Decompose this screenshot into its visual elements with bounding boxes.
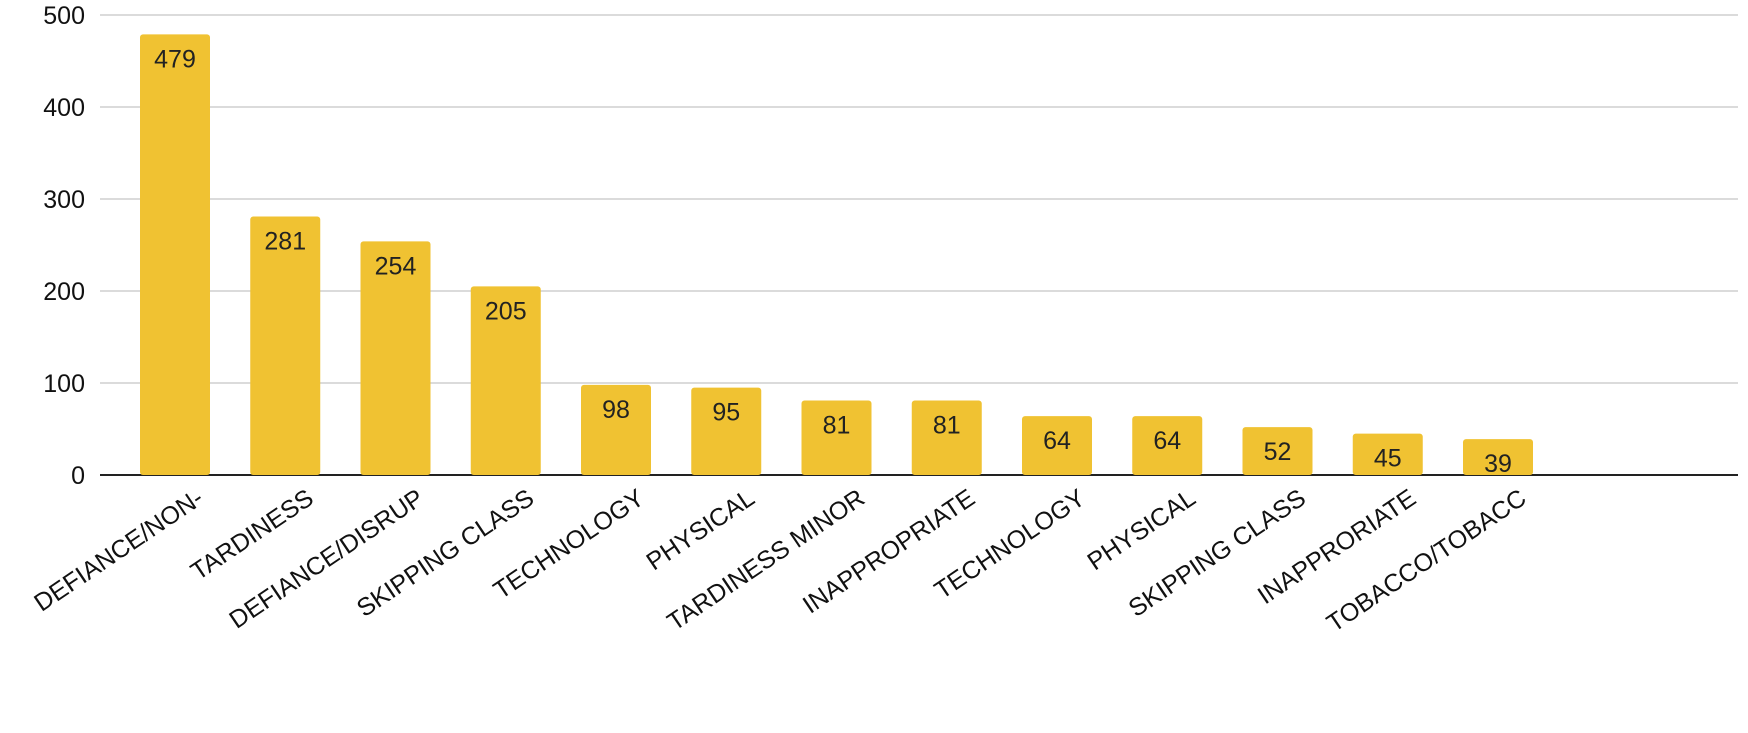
data-label: 64 xyxy=(1153,427,1181,455)
bar xyxy=(360,241,431,475)
x-tick-label: DEFIANCE/DISRUP xyxy=(224,484,429,635)
data-label: 281 xyxy=(264,227,306,255)
x-tick-label: SKIPPING CLASS xyxy=(352,484,539,623)
y-tick-label: 300 xyxy=(43,186,85,214)
y-tick-label: 500 xyxy=(43,2,85,30)
bar xyxy=(691,387,762,475)
data-label: 254 xyxy=(375,252,417,280)
bar xyxy=(911,400,982,475)
x-tick-label: SKIPPING CLASS xyxy=(1124,484,1311,623)
y-axis-ticks: 0 100 200 300 400 500 xyxy=(43,2,85,490)
bar xyxy=(1242,427,1313,475)
y-tick-label: 100 xyxy=(43,370,85,398)
x-axis-ticks: DEFIANCE/NON-TARDINESSDEFIANCE/DISRUPSKI… xyxy=(29,484,1531,638)
x-tick-label: TOBACCO/TOBACC xyxy=(1322,484,1532,638)
bar xyxy=(581,384,651,475)
x-tick-label: TARDINESS MINOR xyxy=(662,484,870,637)
data-label: 479 xyxy=(154,45,196,73)
bars xyxy=(140,34,1533,476)
data-label: 39 xyxy=(1484,450,1512,478)
bar xyxy=(140,34,210,475)
bar xyxy=(1132,416,1203,475)
y-tick-label: 400 xyxy=(43,94,85,122)
data-label: 98 xyxy=(602,396,630,424)
data-label: 81 xyxy=(823,411,851,439)
bar xyxy=(801,400,872,475)
data-label: 95 xyxy=(712,399,740,427)
x-tick-label: DEFIANCE/NON- xyxy=(29,484,208,618)
data-label: 45 xyxy=(1374,445,1402,473)
bar xyxy=(250,216,321,476)
data-label: 205 xyxy=(485,297,527,325)
bar xyxy=(470,286,541,475)
bar xyxy=(1022,416,1092,475)
bar xyxy=(1352,433,1423,475)
y-tick-label: 200 xyxy=(43,278,85,306)
y-tick-label: 0 xyxy=(71,462,85,490)
bar xyxy=(1463,439,1533,475)
data-labels: 479 281 254 205 98 95 81 81 64 64 52 45 39 xyxy=(154,45,1512,478)
data-label: 52 xyxy=(1264,438,1292,466)
data-label: 64 xyxy=(1043,427,1071,455)
data-label: 81 xyxy=(933,411,961,439)
